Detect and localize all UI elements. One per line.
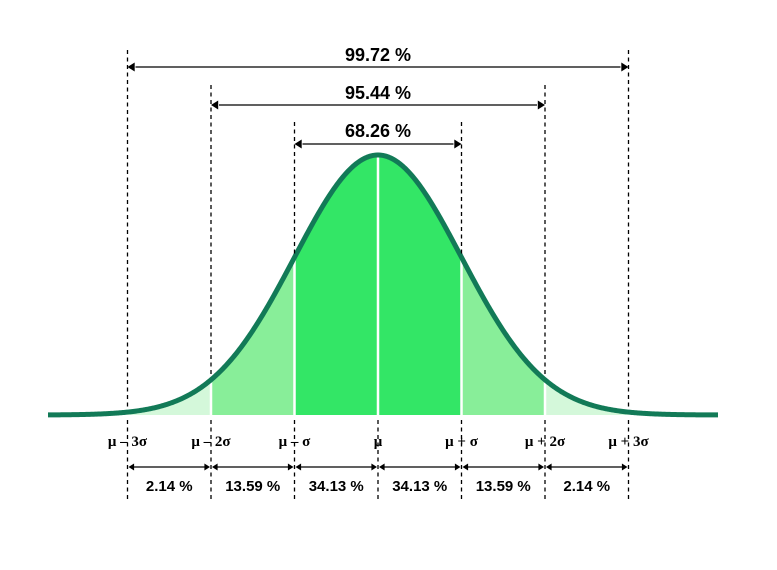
arrowhead (462, 463, 469, 471)
curve-layer (46, 152, 720, 418)
bracket-1sigma: 68.26 % (294, 121, 462, 149)
bracket-label: 95.44 % (345, 83, 411, 103)
arrowhead (371, 463, 377, 471)
arrowhead (454, 139, 462, 149)
arrowhead (294, 139, 302, 149)
arrowhead (454, 463, 461, 471)
segment-label: 2.14 % (563, 478, 610, 495)
region-2-to-3 (545, 379, 629, 415)
sigma-label: μ – σ (279, 434, 312, 450)
arrowhead (212, 463, 218, 471)
segment-bracket: 13.59 % (462, 463, 544, 495)
arrowhead (537, 100, 545, 110)
segment-bracket: 34.13 % (379, 463, 461, 495)
bracket-label: 99.72 % (345, 45, 411, 65)
sigma-label: μ + 3σ (608, 434, 649, 450)
segment-label: 13.59 % (225, 478, 280, 495)
segment-bracket: 34.13 % (295, 463, 377, 495)
region--1-to-0 (294, 155, 378, 415)
sigma-dividers (209, 157, 547, 415)
guide-lines (126, 50, 630, 500)
segment-label: 2.14 % (146, 478, 193, 495)
segment-bracket: 13.59 % (212, 463, 294, 495)
segment-bracket: 2.14 % (546, 463, 628, 495)
bracket-label: 68.26 % (345, 121, 411, 141)
bell-curve (46, 152, 720, 418)
segment-label: 34.13 % (309, 478, 364, 495)
arrowhead (621, 463, 628, 471)
segment-label: 34.13 % (392, 478, 447, 495)
arrowhead (621, 62, 629, 72)
sigma-label: μ + σ (445, 434, 479, 450)
arrowhead (546, 463, 552, 471)
arrowhead (127, 62, 135, 72)
arrowhead (538, 463, 544, 471)
arrowhead (211, 100, 219, 110)
region-0-to-1 (378, 155, 462, 415)
segment-bracket: 2.14 % (128, 463, 210, 495)
sigma-labels: μ – 3σ μ – 2σ μ – σ μ μ + σ μ + 2σ μ + 3σ (108, 434, 650, 450)
percentage-brackets: 99.72 % 95.44 % 68.26 % (127, 45, 629, 149)
arrowhead (287, 463, 294, 471)
sigma-label: μ + 2σ (525, 434, 566, 450)
segment-brackets: 2.14 % 13.59 % 34.13 % 34.13 % 13.59 % 2.14 % (128, 463, 628, 495)
bracket-2sigma: 95.44 % (211, 83, 545, 110)
bracket-3sigma: 99.72 % (127, 45, 629, 72)
arrowhead (379, 463, 385, 471)
sigma-label: μ (374, 434, 383, 450)
sigma-label: μ – 3σ (108, 434, 148, 450)
arrowhead (204, 463, 210, 471)
arrowhead (295, 463, 302, 471)
segment-label: 13.59 % (476, 478, 531, 495)
sigma-label: μ – 2σ (191, 434, 231, 450)
arrowhead (128, 463, 135, 471)
region--3-to--2 (127, 380, 211, 415)
